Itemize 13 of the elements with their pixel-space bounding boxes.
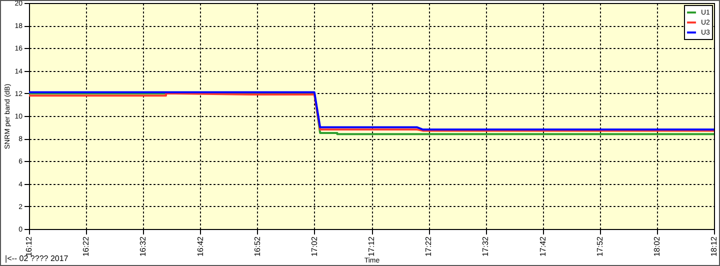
x-tick-label: 17:22 <box>424 236 434 257</box>
x-tick-label: 17:42 <box>538 236 548 257</box>
x-tick-label: 16:32 <box>138 236 148 257</box>
x-tick-label: 17:52 <box>595 236 604 257</box>
x-tick-label: 18:02 <box>652 236 662 257</box>
x-tick-label: 17:32 <box>481 236 490 257</box>
x-tick-label: 16:42 <box>196 236 205 257</box>
x-tick-label: 18:12 <box>710 236 718 257</box>
x-tick-label: 17:02 <box>310 236 319 257</box>
x-tick-label: 16:12 <box>24 236 34 257</box>
x-tick-label: 16:22 <box>82 236 91 257</box>
x-tick-label: 16:52 <box>252 236 262 257</box>
x-tick-label: 17:12 <box>367 236 376 257</box>
